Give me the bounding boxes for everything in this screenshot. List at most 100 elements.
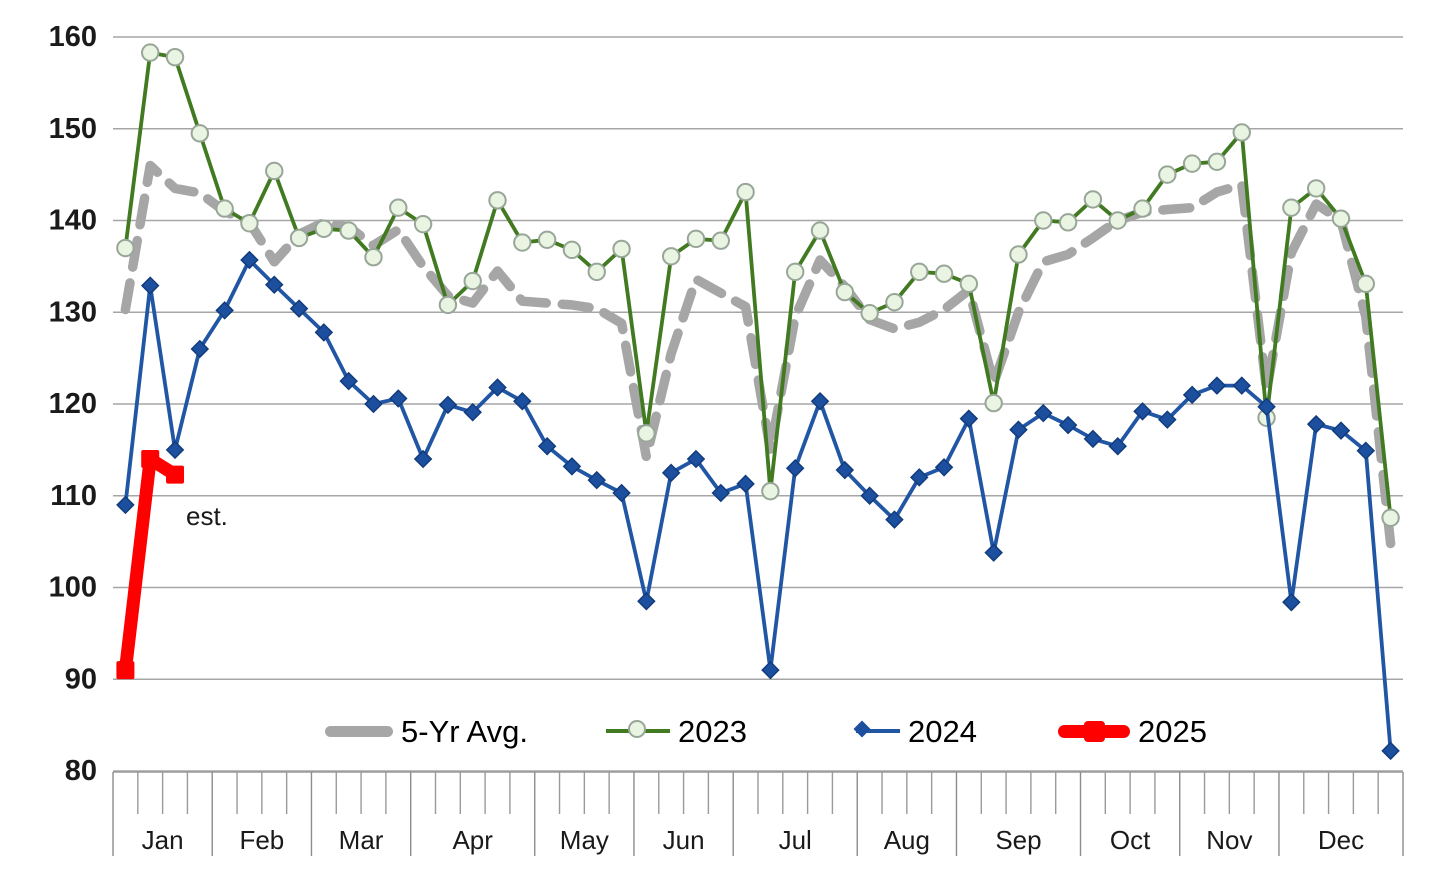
data-point-circle [537, 230, 557, 249]
data-point-diamond [1034, 403, 1053, 423]
data-point-square [116, 661, 135, 680]
data-point-circle [488, 191, 507, 210]
data-point-circle [1133, 199, 1152, 218]
data-point-diamond [389, 389, 408, 408]
data-point-diamond [1009, 420, 1028, 439]
data-point-diamond [612, 483, 631, 503]
square-marker-icon [1084, 720, 1105, 742]
data-point-circle [165, 47, 185, 67]
data-point-circle [637, 424, 656, 443]
month-label: Sep [995, 825, 1041, 855]
month-label: Jan [142, 825, 184, 855]
y-axis-tick-label: 110 [50, 480, 97, 512]
data-point-square [166, 465, 185, 484]
series-5-yr-avg- [120, 160, 1396, 549]
data-point-circle [289, 228, 309, 248]
y-axis-labels: 80 90 100 110 120 130 140 150 160 [49, 21, 97, 787]
data-point-circle [835, 282, 855, 302]
data-point-circle [364, 248, 383, 267]
month-label: Aug [884, 825, 930, 855]
data-point-diamond [116, 495, 135, 515]
data-point-circle [1034, 211, 1053, 230]
month-label: Mar [339, 825, 384, 855]
legend-item-2023: 2023 [606, 712, 747, 750]
data-point-diamond [562, 457, 582, 476]
data-point-diamond [1331, 421, 1351, 440]
data-point-diamond [587, 470, 607, 490]
legend-swatch-2024 [853, 720, 900, 738]
data-point-circle [885, 292, 904, 312]
data-point-diamond [761, 660, 780, 680]
legend-swatch-5yr-avg [325, 725, 393, 737]
month-label: Jun [663, 825, 705, 855]
data-point-diamond [860, 486, 879, 506]
data-point-diamond [736, 474, 755, 494]
data-point-circle [265, 161, 284, 181]
data-point-diamond [885, 510, 904, 529]
data-point-diamond [637, 592, 656, 611]
data-point-circle [1083, 190, 1103, 209]
y-axis-tick-label: 130 [49, 296, 97, 328]
month-label: Apr [452, 825, 493, 855]
data-point-diamond [413, 449, 433, 469]
data-point-circle [1282, 198, 1301, 217]
series-line [123, 50, 1393, 520]
x-axis-ticks [112, 771, 1404, 856]
y-axis-tick-label: 80 [65, 755, 97, 787]
data-point-circle [438, 295, 458, 315]
data-point-diamond [513, 391, 532, 411]
data-series [116, 43, 1400, 761]
data-point-diamond [240, 250, 259, 270]
data-point-circle [1306, 179, 1326, 198]
data-point-square [141, 450, 160, 469]
data-point-circle [686, 229, 706, 249]
y-axis-tick-label: 90 [65, 663, 97, 695]
series-line [118, 452, 179, 671]
data-point-diamond [810, 391, 830, 411]
x-axis-month-labels: Jan Feb Mar Apr May Jun Jul Aug Sep Oct Nov Dec [142, 825, 1364, 855]
data-point-circle [116, 238, 135, 258]
data-point-diamond [1356, 441, 1376, 461]
data-point-circle [661, 247, 681, 266]
data-point-circle [1158, 165, 1177, 184]
data-point-circle [959, 274, 979, 294]
month-label: Dec [1318, 825, 1364, 855]
diamond-marker-icon [853, 720, 871, 738]
data-point-circle [141, 43, 160, 62]
data-point-circle [513, 233, 532, 252]
legend-item-5yr-avg: 5-Yr Avg. [325, 712, 528, 750]
data-point-diamond [1207, 376, 1227, 395]
data-point-diamond [165, 440, 185, 460]
series-line [123, 258, 1393, 753]
data-point-diamond [1282, 592, 1301, 612]
data-point-circle [910, 262, 929, 282]
data-point-diamond [289, 299, 309, 318]
data-point-diamond [1133, 402, 1152, 421]
legend-label-5yr-avg: 5-Yr Avg. [401, 713, 528, 749]
data-point-circle [1009, 245, 1028, 264]
legend-swatch-2025 [1058, 720, 1130, 742]
legend-label-2023: 2023 [678, 713, 747, 749]
data-point-diamond [215, 301, 234, 320]
data-point-circle [190, 124, 210, 143]
legend-item-2024: 2024 [853, 712, 977, 750]
data-point-diamond [661, 463, 681, 483]
data-point-circle [463, 271, 482, 291]
data-point-circle [711, 231, 730, 250]
data-point-circle [736, 182, 755, 202]
data-point-circle [562, 240, 582, 260]
data-point-diamond [1083, 429, 1103, 449]
data-point-circle [761, 481, 780, 501]
legend-label-2024: 2024 [908, 713, 977, 749]
series-2025 [116, 450, 185, 680]
data-point-circle [240, 214, 259, 233]
data-point-circle [389, 198, 408, 217]
circle-marker-icon [628, 720, 646, 738]
series-line [120, 160, 1396, 549]
legend-label-2025: 2025 [1138, 713, 1207, 749]
data-point-diamond [364, 394, 383, 414]
data-point-circle [810, 221, 830, 240]
data-point-diamond [1108, 436, 1127, 456]
